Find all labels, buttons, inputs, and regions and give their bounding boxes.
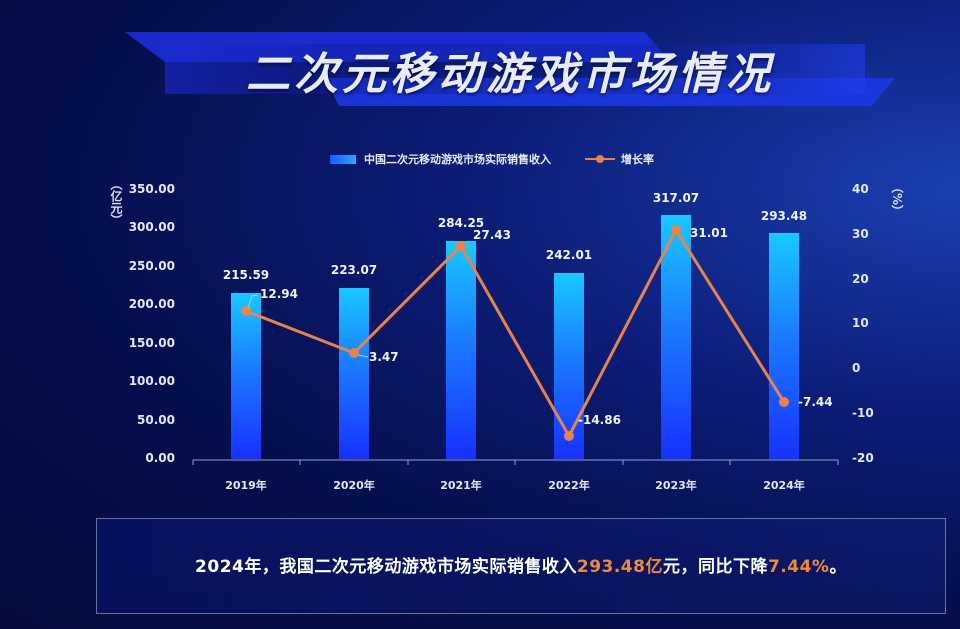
left-tick: 0.00 [145, 451, 175, 465]
right-tick: 0 [852, 361, 861, 375]
summary-suffix: 。 [829, 557, 847, 577]
x-axis-ticks [192, 460, 839, 465]
x-axis-label: 2023年 [655, 479, 697, 492]
x-axis-label: 2019年 [225, 479, 267, 492]
rate-value-label: -14.86 [578, 413, 621, 427]
summary-revenue: 293.48亿 [576, 557, 663, 577]
right-axis-unit: （%） [890, 181, 904, 218]
summary-middle: 元，同比下降 [662, 557, 768, 577]
label-leader [357, 354, 369, 358]
summary-box: 2024年，我国二次元移动游戏市场实际销售收入293.48亿元，同比下降7.44… [96, 518, 946, 614]
bar-value-label: 317.07 [652, 191, 700, 205]
bar-2023 [661, 215, 691, 459]
left-tick: 300.00 [128, 220, 175, 234]
label-leader [247, 294, 259, 309]
title-banner: 二次元移动游戏市场情况 [125, 32, 895, 106]
summary-text: 2024年，我国二次元移动游戏市场实际销售收入293.48亿元，同比下降7.44… [97, 552, 945, 577]
growth-rate-line [245, 228, 786, 438]
right-tick: 10 [852, 316, 869, 330]
rate-value-label: 27.43 [473, 228, 511, 242]
left-tick: 50.00 [137, 413, 175, 427]
x-axis-label: 2021年 [440, 479, 482, 492]
chart-legend: 中国二次元移动游戏市场实际销售收入 增长率 [330, 151, 654, 167]
bar-2024 [769, 233, 799, 459]
legend-line-label: 增长率 [621, 153, 654, 166]
title-banner-shape [125, 32, 895, 106]
left-tick: 250.00 [128, 259, 175, 273]
legend-bar-label: 中国二次元移动游戏市场实际销售收入 [364, 153, 551, 166]
bar-2019 [231, 293, 261, 459]
bar-value-label: 223.07 [330, 263, 378, 277]
bar-2022 [554, 273, 584, 459]
x-axis-label: 2022年 [548, 479, 590, 492]
bar-2021 [446, 241, 476, 459]
left-tick: 200.00 [128, 297, 175, 311]
growth-rate-points [241, 225, 789, 441]
x-axis-label: 2024年 [763, 479, 805, 492]
rate-value-label: 3.47 [369, 350, 399, 364]
legend-line-swatch [585, 154, 615, 164]
left-tick: 100.00 [128, 374, 175, 388]
bar-value-label: 242.01 [545, 248, 593, 262]
summary-rate: 7.44% [767, 557, 830, 577]
bar-value-label: 215.59 [222, 268, 270, 282]
summary-prefix: 2024年，我国二次元移动游戏市场实际销售收入 [195, 557, 577, 577]
x-axis-label: 2020年 [333, 479, 375, 492]
right-tick: 40 [852, 182, 869, 196]
left-axis-unit: （亿元） [109, 178, 123, 226]
right-tick: 30 [852, 227, 869, 241]
page-title: 二次元移动游戏市场情况 [246, 49, 774, 100]
legend-bar-swatch [330, 154, 356, 164]
bar-value-label: 284.25 [437, 216, 485, 230]
rate-value-label: 12.94 [260, 287, 298, 301]
bar-2020 [339, 288, 369, 459]
right-tick: 20 [852, 272, 869, 286]
right-tick: -10 [852, 406, 874, 420]
bar-value-label: 293.48 [760, 209, 808, 223]
right-tick: -20 [852, 451, 874, 465]
rate-value-label: -7.44 [798, 395, 833, 409]
rate-value-label: 31.01 [690, 226, 728, 240]
left-tick: 350.00 [128, 182, 175, 196]
left-tick: 150.00 [128, 336, 175, 350]
